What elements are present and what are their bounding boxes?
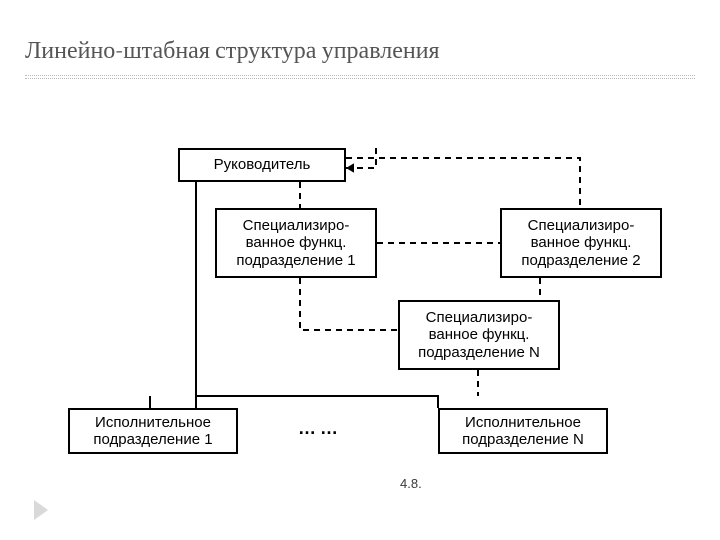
- figure-reference: 4.8.: [400, 476, 422, 491]
- node-execN: Исполнительноеподразделение N: [438, 408, 608, 454]
- slide-corner-marker: [34, 500, 48, 520]
- node-spec1: Специализиро-ванное функц.подразделение …: [215, 208, 377, 278]
- node-leader: Руководитель: [178, 148, 346, 182]
- ellipsis: ……: [298, 418, 342, 439]
- node-specN: Специализиро-ванное функц.подразделение …: [398, 300, 560, 370]
- node-spec2: Специализиро-ванное функц.подразделение …: [500, 208, 662, 278]
- node-exec1: Исполнительноеподразделение 1: [68, 408, 238, 454]
